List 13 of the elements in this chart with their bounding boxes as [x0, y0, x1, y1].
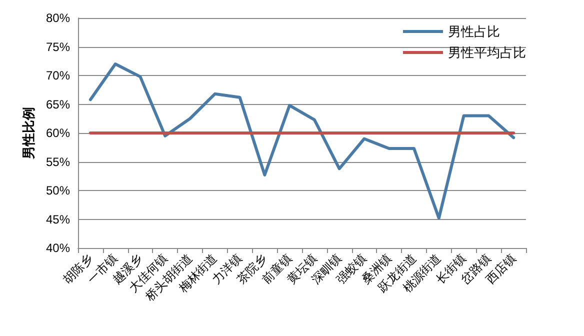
y-axis-title: 男性比例 [21, 107, 36, 160]
y-tick-label: 40% [46, 241, 70, 255]
legend-label: 男性平均占比 [448, 45, 526, 60]
legend-label: 男性占比 [448, 24, 500, 39]
y-tick-label: 60% [46, 126, 70, 140]
y-tick-label: 75% [46, 40, 70, 54]
y-tick-label: 45% [46, 212, 70, 226]
y-tick-label: 65% [46, 97, 70, 112]
y-tick-label: 55% [46, 154, 70, 169]
y-tick-label: 70% [46, 68, 70, 82]
line-series [88, 62, 516, 220]
y-tick-label: 80% [46, 11, 70, 25]
y-tick-label: 50% [46, 184, 70, 198]
